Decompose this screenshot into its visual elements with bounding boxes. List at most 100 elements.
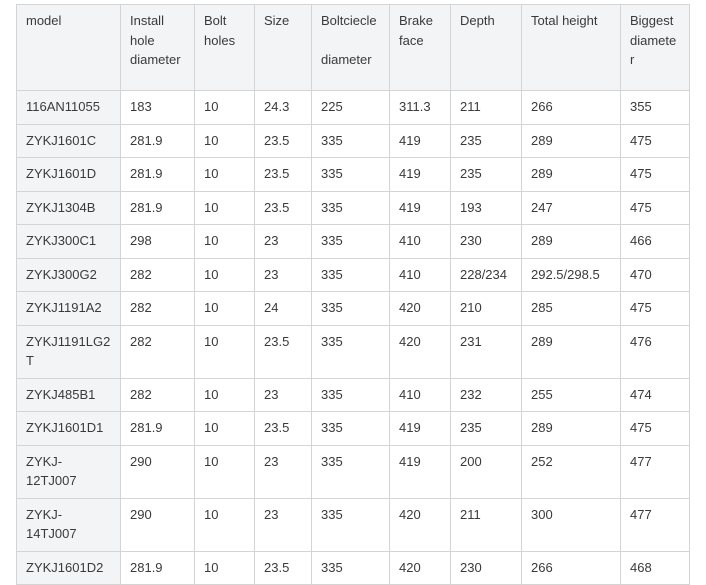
table-cell: 235: [450, 411, 522, 446]
table-cell: 335: [311, 411, 390, 446]
table-row: 116AN11055 183 10 24.3 225 311.3 211 266 355: [16, 90, 690, 125]
table-cell: 419: [389, 444, 451, 499]
table-cell: 10: [194, 257, 255, 292]
table-cell: 10: [194, 444, 255, 499]
model-cell: 116AN11055: [16, 90, 121, 125]
table-cell: 235: [450, 123, 522, 158]
table-cell: 289: [521, 123, 621, 158]
table-cell: 475: [620, 123, 690, 158]
table-cell: 311.3: [389, 90, 451, 125]
table-cell: 290: [120, 497, 195, 552]
table-cell: 282: [120, 291, 195, 326]
model-cell: ZYKJ300G2: [16, 257, 121, 292]
table-cell: 475: [620, 190, 690, 225]
table-cell: 210: [450, 291, 522, 326]
table-cell: 282: [120, 324, 195, 379]
header-row: model Install hole diameter Bolt holes Size…: [16, 4, 690, 91]
table-cell: 292.5/298.5: [521, 257, 621, 292]
table-cell: 23: [254, 224, 312, 259]
table-cell: 23: [254, 257, 312, 292]
table-cell: 468: [620, 550, 690, 585]
table-cell: 285: [521, 291, 621, 326]
table-row: ZYKJ-14TJ007 290 10 23 335 420 211 300 477: [16, 497, 690, 552]
table-row: ZYKJ1191A2 282 10 24 335 420 210 285 475: [16, 291, 690, 326]
table-cell: 10: [194, 190, 255, 225]
table-cell: 10: [194, 224, 255, 259]
table-cell: 23: [254, 497, 312, 552]
column-header: Bolt holes: [194, 4, 255, 91]
table-cell: 298: [120, 224, 195, 259]
model-cell: ZYKJ300C1: [16, 224, 121, 259]
table-cell: 419: [389, 123, 451, 158]
table-cell: 477: [620, 497, 690, 552]
table-cell: 255: [521, 377, 621, 412]
table-cell: 225: [311, 90, 390, 125]
table-cell: 211: [450, 497, 522, 552]
table-cell: 266: [521, 90, 621, 125]
table-row: ZYKJ300G2 282 10 23 335 410 228/234 292.5/298.5…: [16, 257, 690, 292]
table-cell: 475: [620, 291, 690, 326]
table-cell: 10: [194, 497, 255, 552]
table-row: ZYKJ1304B 281.9 10 23.5 335 419 193 247 475: [16, 190, 690, 225]
table-cell: 252: [521, 444, 621, 499]
table-cell: 410: [389, 224, 451, 259]
table-row: ZYKJ1601D2 281.9 10 23.5 335 420 230 266 468: [16, 550, 690, 585]
table-cell: 235: [450, 157, 522, 192]
table-cell: 10: [194, 157, 255, 192]
table-cell: 10: [194, 411, 255, 446]
table-cell: 200: [450, 444, 522, 499]
table-cell: 335: [311, 550, 390, 585]
table-cell: 289: [521, 224, 621, 259]
model-cell: ZYKJ-14TJ007: [16, 497, 121, 552]
table-cell: 282: [120, 377, 195, 412]
table-cell: 289: [521, 324, 621, 379]
column-header: Install hole diameter: [120, 4, 195, 91]
model-cell: ZYKJ1601C: [16, 123, 121, 158]
table-cell: 335: [311, 123, 390, 158]
table-cell: 10: [194, 123, 255, 158]
table-cell: 24.3: [254, 90, 312, 125]
table-cell: 23.5: [254, 324, 312, 379]
table-row: ZYKJ1601D1 281.9 10 23.5 335 419 235 289 475: [16, 411, 690, 446]
table-cell: 10: [194, 90, 255, 125]
table-cell: 355: [620, 90, 690, 125]
model-cell: ZYKJ485B1: [16, 377, 121, 412]
table-cell: 419: [389, 411, 451, 446]
table-cell: 211: [450, 90, 522, 125]
table-cell: 23.5: [254, 190, 312, 225]
column-header: Biggest diameter: [620, 4, 690, 91]
column-header: Boltciecle diameter: [311, 4, 390, 91]
model-cell: ZYKJ1601D: [16, 157, 121, 192]
column-header: Total height: [521, 4, 621, 91]
table-cell: 335: [311, 257, 390, 292]
table-cell: 228/234: [450, 257, 522, 292]
table-cell: 419: [389, 190, 451, 225]
table-cell: 477: [620, 444, 690, 499]
table-cell: 290: [120, 444, 195, 499]
table-cell: 475: [620, 411, 690, 446]
column-header: Brake face: [389, 4, 451, 91]
column-header: Size: [254, 4, 312, 91]
table-cell: 281.9: [120, 190, 195, 225]
model-cell: ZYKJ1191LG2T: [16, 324, 121, 379]
table-cell: 419: [389, 157, 451, 192]
table-row: ZYKJ1191LG2T 282 10 23.5 335 420 231 289 476: [16, 324, 690, 379]
table-cell: 335: [311, 377, 390, 412]
table-cell: 466: [620, 224, 690, 259]
model-cell: ZYKJ1601D1: [16, 411, 121, 446]
table-cell: 247: [521, 190, 621, 225]
model-cell: ZYKJ1601D2: [16, 550, 121, 585]
table-cell: 231: [450, 324, 522, 379]
table-cell: 282: [120, 257, 195, 292]
table-cell: 232: [450, 377, 522, 412]
table-row: ZYKJ-12TJ007 290 10 23 335 419 200 252 477: [16, 444, 690, 499]
table-cell: 420: [389, 497, 451, 552]
table-cell: 475: [620, 157, 690, 192]
table-cell: 183: [120, 90, 195, 125]
table-cell: 420: [389, 291, 451, 326]
table-cell: 410: [389, 377, 451, 412]
table-cell: 23.5: [254, 550, 312, 585]
table-cell: 474: [620, 377, 690, 412]
table-cell: 10: [194, 550, 255, 585]
table-cell: 23.5: [254, 411, 312, 446]
